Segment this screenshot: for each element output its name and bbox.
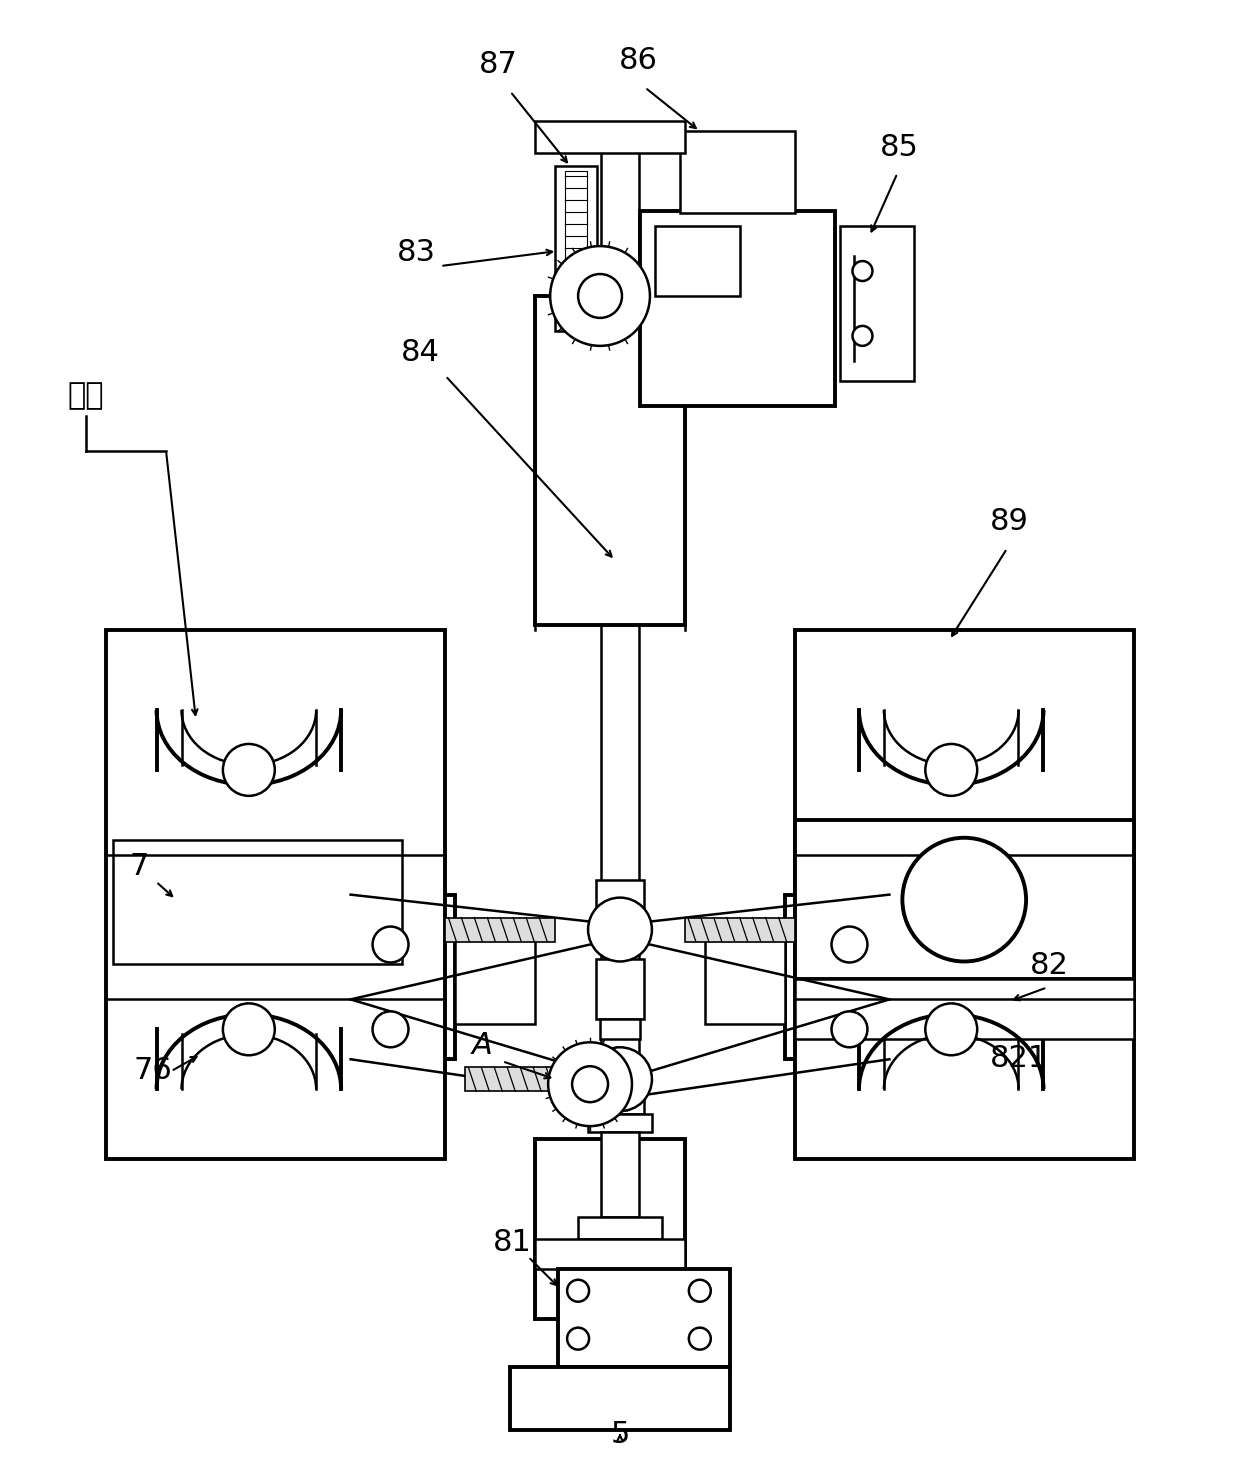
Bar: [596, 879, 644, 910]
Circle shape: [852, 261, 873, 281]
Text: 83: 83: [397, 238, 436, 267]
Text: 82: 82: [1029, 952, 1069, 980]
Bar: [600, 1019, 640, 1040]
Bar: [596, 1060, 644, 1114]
Bar: [556, 166, 596, 331]
Bar: [795, 630, 1133, 1159]
Bar: [558, 1268, 730, 1366]
Bar: [565, 171, 587, 327]
Bar: [795, 819, 1133, 980]
Circle shape: [372, 926, 408, 962]
Bar: [684, 917, 795, 942]
Bar: [601, 1131, 639, 1217]
Bar: [680, 131, 795, 213]
Text: 钉梁: 钉梁: [68, 381, 104, 410]
Text: 5: 5: [610, 1420, 630, 1449]
Bar: [536, 1239, 684, 1268]
Text: 7: 7: [129, 851, 149, 881]
Circle shape: [588, 898, 652, 961]
Bar: [601, 141, 639, 306]
Bar: [107, 630, 445, 1159]
Bar: [536, 296, 684, 625]
Bar: [640, 211, 835, 405]
Circle shape: [548, 1042, 632, 1126]
Bar: [113, 840, 403, 965]
Bar: [510, 1366, 730, 1430]
Text: 84: 84: [401, 338, 440, 367]
Circle shape: [223, 1003, 275, 1056]
Bar: [655, 226, 740, 296]
Circle shape: [567, 1328, 589, 1350]
Bar: [601, 300, 639, 1099]
Circle shape: [578, 274, 622, 318]
Bar: [588, 1114, 652, 1131]
Circle shape: [832, 1012, 868, 1047]
Bar: [578, 1217, 662, 1239]
Text: A: A: [472, 1031, 492, 1060]
Bar: [839, 226, 914, 381]
Circle shape: [551, 246, 650, 346]
Circle shape: [832, 926, 868, 962]
Circle shape: [689, 1328, 711, 1350]
Bar: [445, 917, 556, 942]
Bar: [536, 121, 684, 153]
Bar: [465, 1067, 575, 1091]
Circle shape: [372, 1012, 408, 1047]
Bar: [455, 930, 536, 1025]
Bar: [785, 895, 1064, 1060]
Text: 89: 89: [990, 507, 1028, 537]
Circle shape: [572, 1066, 608, 1102]
Circle shape: [925, 744, 977, 796]
Circle shape: [689, 1280, 711, 1302]
Circle shape: [925, 1003, 977, 1056]
Text: 76: 76: [134, 1056, 172, 1085]
Text: 86: 86: [619, 47, 657, 76]
Circle shape: [852, 327, 873, 346]
Text: 85: 85: [880, 133, 919, 162]
Bar: [596, 959, 644, 1019]
Bar: [536, 1139, 684, 1318]
Circle shape: [588, 1047, 652, 1111]
Bar: [704, 930, 785, 1025]
Text: 821: 821: [990, 1044, 1048, 1073]
Text: 81: 81: [492, 1228, 532, 1257]
Circle shape: [903, 838, 1025, 961]
Circle shape: [567, 1280, 589, 1302]
Bar: [176, 895, 455, 1060]
Circle shape: [223, 744, 275, 796]
Bar: [795, 980, 1133, 1040]
Text: 87: 87: [479, 51, 518, 80]
